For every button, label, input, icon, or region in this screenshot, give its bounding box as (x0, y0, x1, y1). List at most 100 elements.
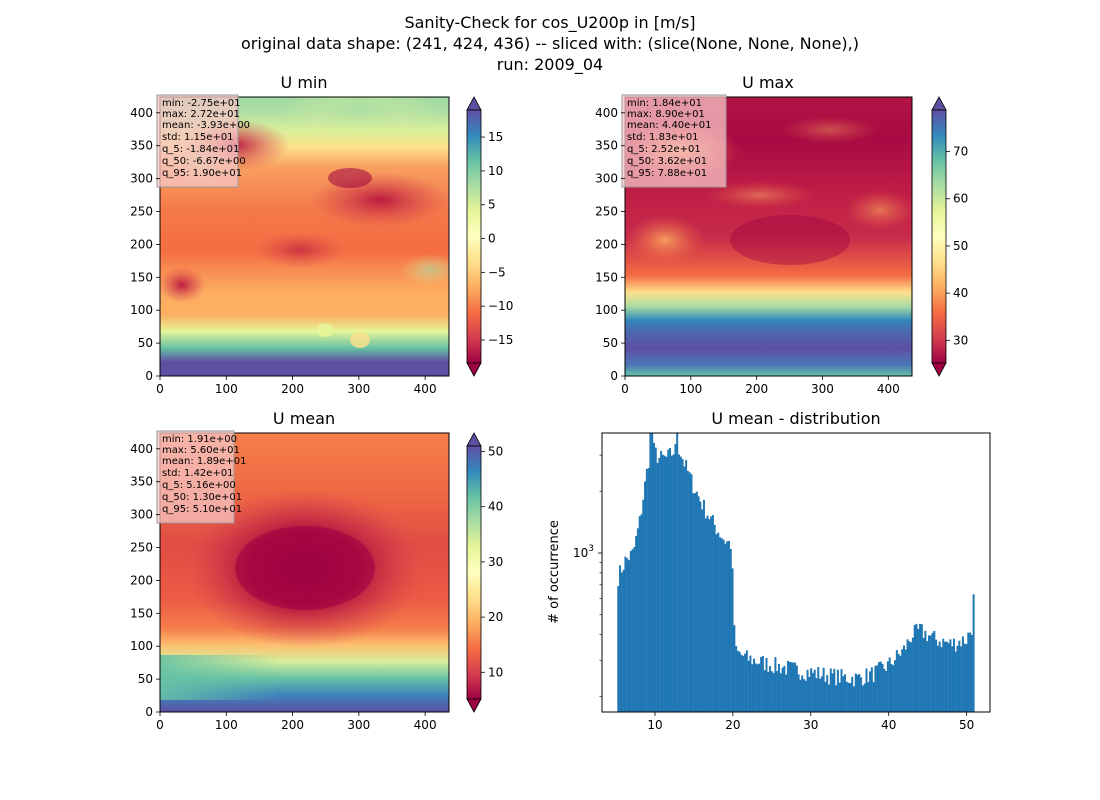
histogram-bar (738, 651, 741, 712)
histogram-bar (779, 673, 782, 712)
histogram-bar (956, 645, 959, 712)
histogram-bar (722, 539, 725, 712)
histogram-bar (945, 641, 948, 712)
histogram-bar (711, 515, 714, 712)
y-tick-label: 150 (130, 270, 153, 284)
histogram-bar (838, 682, 841, 712)
histogram-bar (951, 646, 954, 712)
histogram-bar (845, 681, 848, 712)
colorbar-tick-label: 70 (953, 145, 968, 159)
histogram-bar (913, 624, 916, 712)
histogram-bar (701, 509, 704, 712)
colorbar-tick-label: 15 (488, 130, 503, 144)
histogram-bar (770, 671, 773, 712)
histogram-bar (808, 677, 811, 712)
panel-title: U mean (273, 409, 335, 428)
y-tick-label: 250 (595, 204, 618, 218)
histogram-bar (776, 671, 779, 712)
stat-mean: mean: 1.89e+01 (162, 456, 246, 467)
x-tick-label: 40 (881, 718, 896, 732)
histogram-bar (963, 643, 966, 712)
histogram-bars (617, 433, 975, 712)
y-tick-label: 100 (595, 303, 618, 317)
histogram-bar (683, 466, 686, 712)
histogram-bar (724, 543, 727, 712)
histogram-bar (629, 551, 632, 712)
histogram-bar (715, 534, 718, 712)
stat-std: std: 1.42e+01 (162, 468, 234, 479)
histogram-bar (969, 632, 972, 712)
histogram-bar (756, 664, 759, 712)
histogram-bar (874, 665, 877, 712)
y-tick-label: 50 (138, 336, 153, 350)
histogram-bar (731, 568, 734, 712)
colorbar-tick-label: 60 (953, 192, 968, 206)
histogram-bar (719, 537, 722, 712)
stat-min: min: -2.75e+01 (162, 98, 241, 109)
stat-max: max: 2.72e+01 (162, 109, 240, 120)
colorbar-u-mean: 10 20 30 40 50 (466, 432, 503, 713)
figure-title-line-1: Sanity-Check for cos_U200p in [m/s] (404, 13, 696, 32)
histogram-bar (817, 667, 820, 712)
axes-u-max: 0 100 200 300 400 0 50 100 150 200 250 300 350 400 (595, 106, 900, 396)
histogram-bar (863, 683, 866, 712)
histogram-bar (763, 670, 766, 712)
histogram-bar (949, 639, 952, 712)
histogram-bar (790, 662, 793, 712)
histogram-bar (933, 630, 936, 712)
colorbar-tick-label: 40 (488, 500, 503, 514)
y-tick-label: 400 (130, 442, 153, 456)
histogram-bar (674, 443, 677, 712)
y-tick-label: 50 (138, 672, 153, 686)
histogram-bar (713, 524, 716, 712)
histogram-bar (894, 660, 897, 712)
histogram-bar (888, 657, 891, 712)
histogram-bar (635, 536, 638, 712)
histogram-bar (702, 499, 705, 712)
histogram-bar (881, 663, 884, 712)
histogram-bar (824, 681, 827, 712)
histogram-bar (804, 680, 807, 712)
histogram-bar (747, 660, 750, 712)
histogram-bar (869, 671, 872, 712)
histogram-bar (954, 651, 957, 712)
histogram-bar (638, 516, 641, 712)
histogram-bar (810, 668, 813, 712)
histogram-bar (640, 514, 643, 712)
histogram-bar (827, 684, 830, 712)
histogram-bar (785, 674, 788, 712)
figure-title-line-3: run: 2009_04 (496, 55, 604, 74)
histogram-bar (831, 673, 834, 712)
histogram-bar (929, 635, 932, 712)
y-tick-label: 50 (603, 336, 618, 350)
histogram-bar (624, 556, 627, 712)
colorbar-tick-label: −15 (488, 333, 513, 347)
histogram-bar (849, 683, 852, 712)
panel-title: U max (742, 73, 794, 92)
histogram-bar (926, 641, 929, 712)
histogram-bar (910, 642, 913, 712)
histogram-bar (847, 682, 850, 712)
histogram-bar (786, 660, 789, 712)
colorbar-tick-label: 50 (488, 445, 503, 459)
histogram-bar (922, 637, 925, 712)
histogram-bar (736, 650, 739, 712)
histogram-bar (895, 650, 898, 712)
histogram-bar (794, 662, 797, 712)
histogram-bar (647, 468, 650, 712)
histogram-bar (967, 632, 970, 712)
stat-q5: q_5: -1.84e+01 (162, 144, 239, 155)
histogram-bar (649, 433, 652, 712)
histogram-bar (851, 676, 854, 712)
histogram-bar (906, 639, 909, 712)
histogram-bar (940, 647, 943, 712)
x-tick-label: 10 (647, 718, 662, 732)
x-tick-label: 100 (215, 382, 238, 396)
histogram-bar (726, 541, 729, 712)
histogram-bar (835, 685, 838, 712)
y-tick-label: 350 (130, 475, 153, 489)
stats-box: min: 1.91e+00 max: 5.60e+01 mean: 1.89e+… (156, 430, 246, 524)
histogram-bar (877, 662, 880, 712)
y-tick-label: 250 (130, 540, 153, 554)
histogram-bar (883, 668, 886, 712)
